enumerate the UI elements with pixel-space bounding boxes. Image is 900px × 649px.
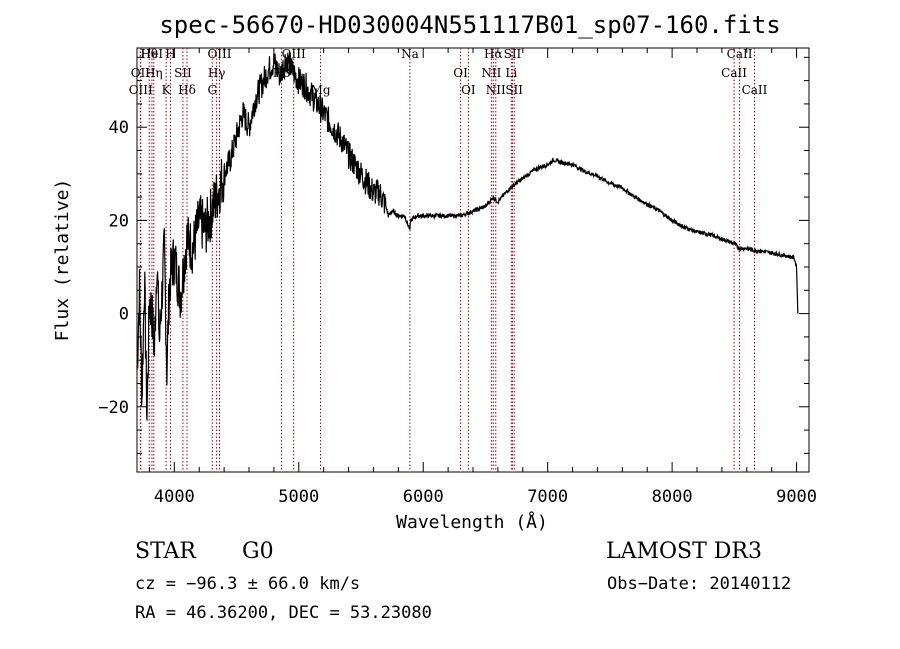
y-tick-label-3: 40 bbox=[109, 118, 129, 138]
chart-title: spec-56670-HD030004N551117B01_sp07-160.f… bbox=[159, 11, 780, 39]
line-label-6: H bbox=[165, 47, 175, 61]
line-label-3: HeI bbox=[141, 47, 164, 61]
object-subclass: G0 bbox=[242, 539, 274, 564]
line-label-2: OIII bbox=[129, 83, 153, 97]
y-tick-label-1: 0 bbox=[119, 305, 129, 325]
x-tick-label-4: 8000 bbox=[652, 487, 693, 507]
x-axis-label: Wavelength (Å) bbox=[396, 511, 548, 533]
x-tick-label-2: 6000 bbox=[403, 487, 444, 507]
line-label-10: Hγ bbox=[208, 66, 226, 80]
spectral-line-markers bbox=[139, 48, 755, 472]
line-label-15: Na bbox=[401, 47, 419, 61]
line-label-24: CaII bbox=[727, 47, 753, 61]
line-label-22: Li bbox=[505, 66, 517, 80]
plot-frame bbox=[136, 47, 810, 473]
redshift-readout: cz = −96.3 ± 66.0 km/s bbox=[135, 574, 361, 594]
line-label-0: Hθ bbox=[140, 47, 158, 61]
survey-name: LAMOST DR3 bbox=[606, 539, 762, 564]
line-label-18: Hα bbox=[484, 47, 503, 61]
line-label-7: SII bbox=[174, 66, 192, 80]
y-axis-ticks: −20 0 20 40 bbox=[98, 56, 809, 454]
y-tick-label-2: 20 bbox=[109, 211, 129, 231]
x-tick-label-5: 9000 bbox=[776, 487, 817, 507]
line-label-1: OII bbox=[131, 66, 151, 80]
line-label-23: SII bbox=[505, 83, 523, 97]
line-label-8: Hδ bbox=[178, 83, 196, 97]
line-label-9: OIII bbox=[207, 47, 231, 61]
line-label-21: SII bbox=[504, 47, 522, 61]
spectrum-series-line bbox=[136, 51, 799, 421]
line-label-11: G bbox=[207, 83, 217, 97]
spectral-line-labels: HθOIIOIIIHeIHηKHSIIHδOIIIHγGOIIIHβMgNaOI… bbox=[129, 47, 768, 97]
y-axis-label: Flux (relative) bbox=[52, 179, 73, 342]
line-label-26: CaII bbox=[742, 83, 768, 97]
observation-date: Obs−Date: 20140112 bbox=[607, 574, 792, 594]
x-tick-label-0: 4000 bbox=[154, 487, 195, 507]
object-class: STAR bbox=[135, 539, 196, 564]
line-label-25: CaII bbox=[721, 66, 747, 80]
coordinates: RA = 46.36200, DEC = 53.23080 bbox=[135, 603, 432, 623]
line-label-20: NII bbox=[486, 83, 506, 97]
line-label-5: K bbox=[162, 83, 172, 97]
line-label-4: Hη bbox=[145, 66, 163, 80]
line-label-19: NII bbox=[481, 66, 501, 80]
x-tick-label-3: 7000 bbox=[527, 487, 568, 507]
x-axis-ticks: 4000 5000 6000 7000 8000 9000 bbox=[148, 48, 817, 507]
y-tick-label-0: −20 bbox=[98, 398, 129, 418]
line-label-17: OI bbox=[461, 83, 476, 97]
x-tick-label-1: 5000 bbox=[278, 487, 319, 507]
line-label-16: OI bbox=[453, 66, 468, 80]
